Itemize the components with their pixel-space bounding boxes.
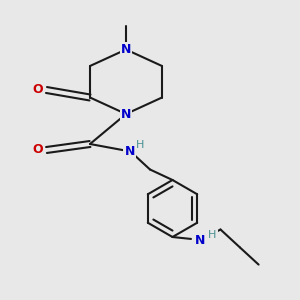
Text: H: H (136, 140, 144, 151)
Text: H: H (208, 230, 217, 240)
Text: N: N (121, 107, 131, 121)
Text: N: N (195, 233, 206, 247)
Text: O: O (33, 143, 44, 156)
Text: O: O (33, 83, 44, 96)
Text: N: N (124, 145, 135, 158)
Text: N: N (121, 43, 131, 56)
